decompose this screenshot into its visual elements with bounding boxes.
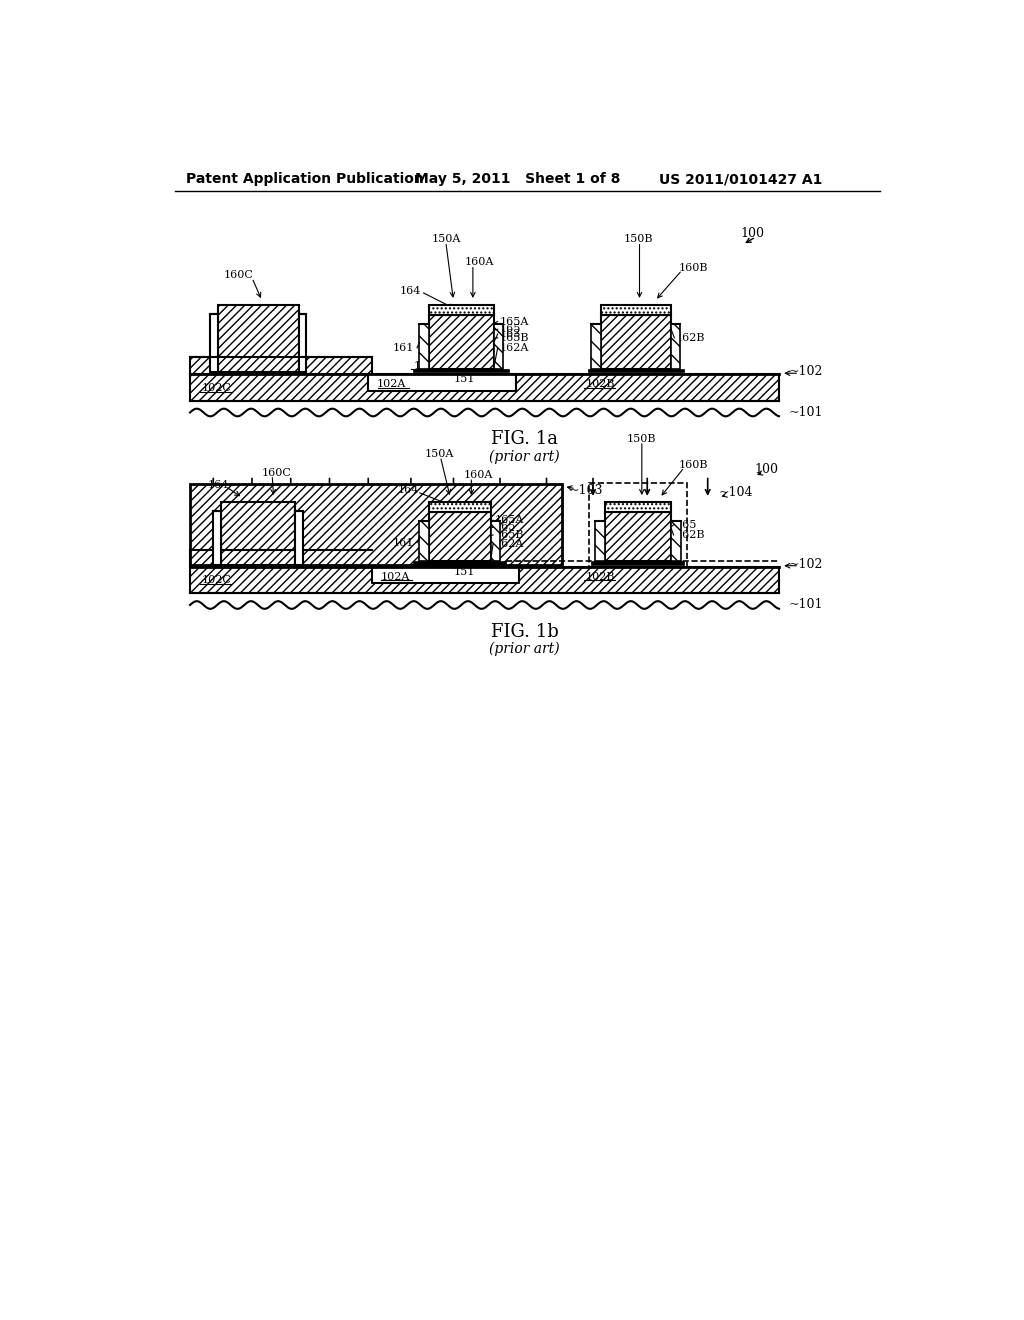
Text: Patent Application Publication: Patent Application Publication <box>186 172 424 186</box>
Text: ~101: ~101 <box>790 598 823 611</box>
Text: 150B: 150B <box>627 434 655 444</box>
Text: 151: 151 <box>454 566 475 577</box>
Bar <box>414 368 509 372</box>
Bar <box>190 484 562 565</box>
Text: 162B: 162B <box>676 333 706 343</box>
Text: 163: 163 <box>500 329 520 339</box>
Bar <box>190 374 779 401</box>
Text: FIG. 1b: FIG. 1b <box>490 623 559 642</box>
Bar <box>369 374 515 391</box>
Text: ~102: ~102 <box>790 366 823 379</box>
Text: FIG. 1a: FIG. 1a <box>492 430 558 449</box>
Bar <box>671 323 680 368</box>
Text: 152: 152 <box>417 554 438 564</box>
Bar <box>190 356 372 374</box>
Text: 164: 164 <box>399 286 421 296</box>
Text: 100: 100 <box>755 463 778 477</box>
Bar <box>190 549 372 566</box>
Text: 161: 161 <box>392 537 414 548</box>
Text: 102B: 102B <box>586 572 614 582</box>
Text: 160C: 160C <box>262 467 292 478</box>
Text: ~101: ~101 <box>790 407 823 418</box>
Text: 160B: 160B <box>678 459 708 470</box>
Text: US 2011/0101427 A1: US 2011/0101427 A1 <box>658 172 822 186</box>
Bar <box>218 305 299 372</box>
Text: 152: 152 <box>414 362 434 371</box>
Text: 150A: 150A <box>425 449 455 459</box>
Bar <box>429 305 494 314</box>
Text: (prior art): (prior art) <box>489 642 560 656</box>
Text: 165: 165 <box>675 520 696 529</box>
Bar <box>190 566 779 594</box>
Bar <box>588 368 684 372</box>
Bar <box>420 521 429 561</box>
Text: 160A: 160A <box>465 257 495 268</box>
Text: 160A: 160A <box>464 470 493 480</box>
Bar <box>299 314 306 372</box>
Text: 102C: 102C <box>202 576 231 585</box>
Text: 151: 151 <box>454 375 475 384</box>
Text: ~102: ~102 <box>790 557 823 570</box>
Text: 165B: 165B <box>500 333 528 343</box>
Bar <box>589 483 687 566</box>
Bar <box>494 323 503 368</box>
Text: 165A: 165A <box>500 317 528 326</box>
Bar <box>372 566 519 583</box>
Text: (prior art): (prior art) <box>489 449 560 463</box>
Text: 165A: 165A <box>495 515 524 525</box>
Bar <box>601 314 671 368</box>
Text: 150A: 150A <box>432 234 461 244</box>
Text: 100: 100 <box>740 227 764 240</box>
Bar <box>429 314 494 368</box>
Bar <box>592 561 684 565</box>
Bar <box>210 314 218 372</box>
Bar <box>490 521 500 561</box>
Text: 164: 164 <box>397 486 419 495</box>
Bar <box>604 502 672 512</box>
Bar <box>601 305 671 314</box>
Bar <box>672 521 681 561</box>
Text: 161: 161 <box>392 343 414 352</box>
Text: 150B: 150B <box>624 234 653 244</box>
Bar <box>595 521 604 561</box>
Text: ~103: ~103 <box>568 483 603 496</box>
Bar <box>592 323 601 368</box>
Bar <box>414 561 506 565</box>
Text: 102A: 102A <box>381 572 410 582</box>
Bar <box>295 511 303 565</box>
Bar <box>429 512 490 561</box>
Bar <box>429 502 490 512</box>
Bar <box>213 511 221 565</box>
Text: 102B: 102B <box>586 379 614 389</box>
Text: 164: 164 <box>208 480 229 490</box>
Text: 165: 165 <box>500 325 520 334</box>
Text: 162B: 162B <box>675 529 705 540</box>
Text: 162A: 162A <box>500 343 528 352</box>
Text: ~104: ~104 <box>719 486 753 499</box>
Text: 165: 165 <box>495 523 516 532</box>
Text: 160C: 160C <box>223 271 253 280</box>
Text: 165B: 165B <box>495 529 524 540</box>
Text: 162A: 162A <box>495 539 524 549</box>
Text: 102A: 102A <box>377 379 407 389</box>
Bar <box>604 512 672 561</box>
Bar <box>420 323 429 368</box>
Text: 160B: 160B <box>678 263 708 273</box>
Text: May 5, 2011   Sheet 1 of 8: May 5, 2011 Sheet 1 of 8 <box>415 172 621 186</box>
Bar <box>221 502 295 565</box>
Text: 102C: 102C <box>202 383 231 393</box>
